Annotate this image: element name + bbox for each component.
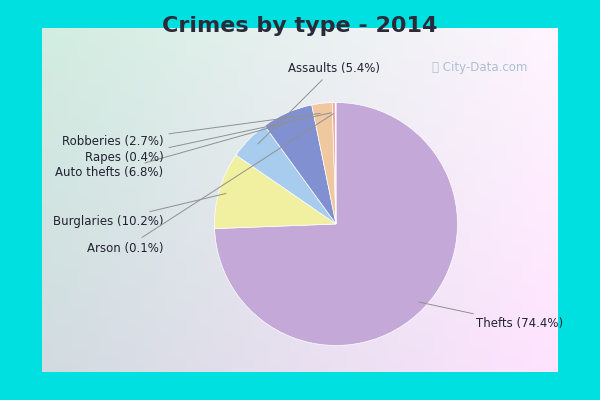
Wedge shape — [335, 102, 336, 224]
Text: ⓘ City-Data.com: ⓘ City-Data.com — [433, 62, 527, 74]
Wedge shape — [215, 102, 457, 346]
Wedge shape — [312, 102, 336, 224]
Wedge shape — [215, 155, 336, 228]
Wedge shape — [332, 102, 336, 224]
Text: Arson (0.1%): Arson (0.1%) — [87, 114, 334, 255]
Text: Burglaries (10.2%): Burglaries (10.2%) — [53, 194, 226, 228]
Wedge shape — [236, 126, 336, 224]
Text: Assaults (5.4%): Assaults (5.4%) — [258, 62, 380, 144]
Text: Thefts (74.4%): Thefts (74.4%) — [419, 302, 563, 330]
Text: Robberies (2.7%): Robberies (2.7%) — [62, 113, 320, 148]
Wedge shape — [265, 105, 336, 224]
Text: Crimes by type - 2014: Crimes by type - 2014 — [163, 16, 437, 36]
Text: Rapes (0.4%): Rapes (0.4%) — [85, 113, 331, 164]
Text: Auto thefts (6.8%): Auto thefts (6.8%) — [55, 122, 289, 180]
